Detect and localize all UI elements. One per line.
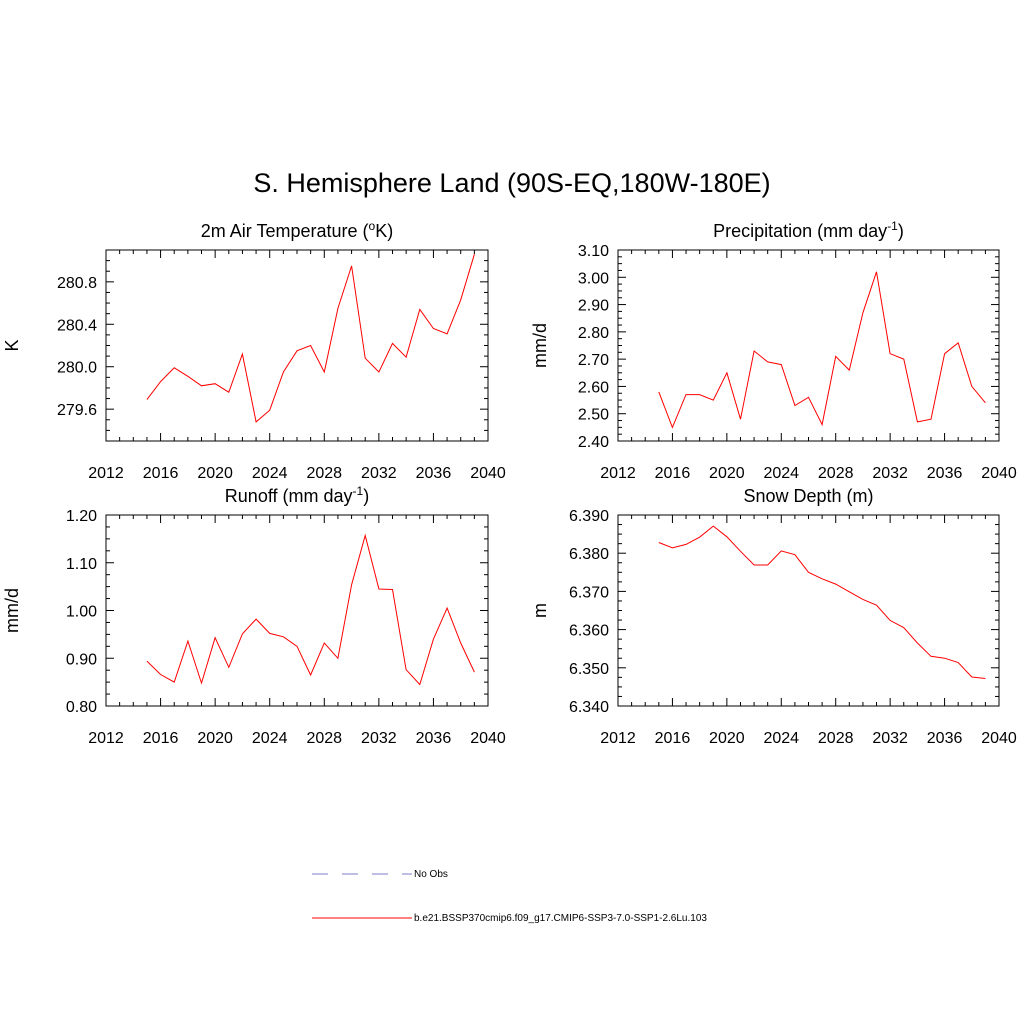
runoff-xtick-label: 2016 [143, 730, 179, 747]
snow-depth-title: Snow Depth (m) [743, 486, 873, 506]
runoff-ytick-label: 0.90 [66, 651, 97, 668]
runoff-series-line [146, 533, 475, 686]
snow-depth-xtick-label: 2040 [981, 730, 1017, 747]
runoff-ytick-label: 0.80 [66, 699, 97, 716]
runoff-title: Runoff (mm day-1) [225, 484, 369, 506]
temperature-xtick-label: 2016 [143, 465, 179, 482]
snow-depth-ytick-label: 6.340 [569, 699, 609, 716]
runoff-panel: 2012 2016 2020 2024 2028 2032 2036 2040 0.80 0.90… [2, 484, 506, 747]
precipitation-ytick-label: 2.50 [578, 407, 609, 424]
precipitation-ytick-label: 2.90 [578, 298, 609, 315]
temperature-xtick-label: 2020 [197, 465, 233, 482]
temperature-title-sup: o [369, 219, 376, 233]
snow-depth-series-line [658, 525, 986, 679]
snow-depth-panel: 2012 2016 2020 2024 2028 2032 2036 2040 6.340 6.3… [530, 486, 1017, 747]
runoff-frame [105, 514, 489, 707]
legend-run-label: b.e21.BSSP370cmip6.f09_g17.CMIP6-SSP3-7.… [414, 913, 707, 924]
snow-depth-ytick-label: 6.370 [569, 584, 609, 601]
precipitation-frame [617, 249, 1000, 442]
runoff-title-sup: -1 [353, 484, 364, 498]
precipitation-xtick-label: 2024 [763, 465, 799, 482]
snow-depth-xtick-label: 2032 [872, 730, 908, 747]
precipitation-xtick-label: 2020 [709, 465, 745, 482]
temperature-xtick-label: 2040 [470, 465, 506, 482]
precipitation-xtick-label: 2040 [981, 465, 1017, 482]
precipitation-xtick-label: 2028 [818, 465, 854, 482]
temperature-ylabel: K [2, 339, 22, 351]
temperature-xtick-label: 2028 [306, 465, 342, 482]
precipitation-title-sup: -1 [887, 219, 898, 233]
precipitation-xtick-label: 2036 [927, 465, 963, 482]
temperature-frame [105, 249, 489, 442]
precipitation-series-line [658, 271, 986, 429]
snow-depth-ytick-label: 6.390 [569, 508, 609, 525]
precipitation-xtick-label: 2016 [655, 465, 691, 482]
snow-depth-ylabel: m [530, 603, 550, 618]
temperature-ytick-label: 280.8 [57, 275, 97, 292]
runoff-ytick-label: 1.00 [66, 604, 97, 621]
runoff-title-end: ) [363, 486, 369, 506]
temperature-title-main: 2m Air Temperature ( [201, 221, 369, 241]
runoff-xtick-label: 2020 [197, 730, 233, 747]
temperature-xtick-label: 2032 [361, 465, 397, 482]
temperature-ytick-label: 280.4 [57, 317, 97, 334]
precipitation-panel: 2012 2016 2020 2024 2028 2032 2036 2040 2.40 2.50… [530, 219, 1017, 482]
precipitation-title-main: Precipitation (mm day [713, 221, 887, 241]
precipitation-ytick-label: 3.10 [578, 243, 609, 260]
temperature-ytick-label: 280.0 [57, 360, 97, 377]
precipitation-ytick-label: 2.60 [578, 379, 609, 396]
precipitation-ytick-label: 2.40 [578, 434, 609, 451]
snow-depth-xtick-label: 2028 [818, 730, 854, 747]
precipitation-xtick-label: 2032 [872, 465, 908, 482]
temperature-ytick-label: 279.6 [57, 402, 97, 419]
precipitation-ytick-label: 2.70 [578, 352, 609, 369]
temperature-xtick-label: 2024 [252, 465, 288, 482]
temperature-panel: 2012 2016 2020 2024 2028 2032 2036 2040 279.6 280… [2, 219, 506, 482]
runoff-xtick-label: 2028 [306, 730, 342, 747]
snow-depth-xtick-label: 2012 [600, 730, 636, 747]
runoff-xtick-label: 2032 [361, 730, 397, 747]
precipitation-ytick-label: 3.00 [578, 270, 609, 287]
runoff-xtick-label: 2036 [416, 730, 452, 747]
runoff-xtick-label: 2040 [470, 730, 506, 747]
precipitation-title-end: ) [898, 221, 904, 241]
temperature-series-line [146, 254, 475, 423]
precipitation-ylabel: mm/d [530, 323, 550, 368]
snow-depth-xtick-label: 2020 [709, 730, 745, 747]
precipitation-ytick-label: 2.80 [578, 325, 609, 342]
snow-depth-xtick-label: 2036 [927, 730, 963, 747]
runoff-title-main: Runoff (mm day [225, 486, 353, 506]
runoff-ytick-label: 1.20 [66, 508, 97, 525]
snow-depth-xtick-label: 2024 [763, 730, 799, 747]
main-title: S. Hemisphere Land (90S-EQ,180W-180E) [253, 168, 771, 198]
runoff-xtick-label: 2024 [252, 730, 288, 747]
snow-depth-ytick-label: 6.360 [569, 623, 609, 640]
precipitation-title: Precipitation (mm day-1) [713, 219, 904, 241]
temperature-title-end: K) [375, 221, 393, 241]
temperature-title: 2m Air Temperature (oK) [201, 219, 393, 241]
legend: No Obs b.e21.BSSP370cmip6.f09_g17.CMIP6-… [312, 869, 707, 924]
precipitation-xtick-label: 2012 [600, 465, 636, 482]
temperature-xtick-label: 2012 [88, 465, 124, 482]
snow-depth-ytick-label: 6.350 [569, 661, 609, 678]
temperature-xtick-label: 2036 [416, 465, 452, 482]
runoff-xtick-label: 2012 [88, 730, 124, 747]
snow-depth-frame [617, 514, 1000, 707]
snow-depth-title-main: Snow Depth (m) [743, 486, 873, 506]
runoff-ylabel: mm/d [2, 588, 22, 633]
snow-depth-xtick-label: 2016 [655, 730, 691, 747]
runoff-ytick-label: 1.10 [66, 556, 97, 573]
snow-depth-ytick-label: 6.380 [569, 546, 609, 563]
legend-no-obs-label: No Obs [414, 869, 448, 880]
